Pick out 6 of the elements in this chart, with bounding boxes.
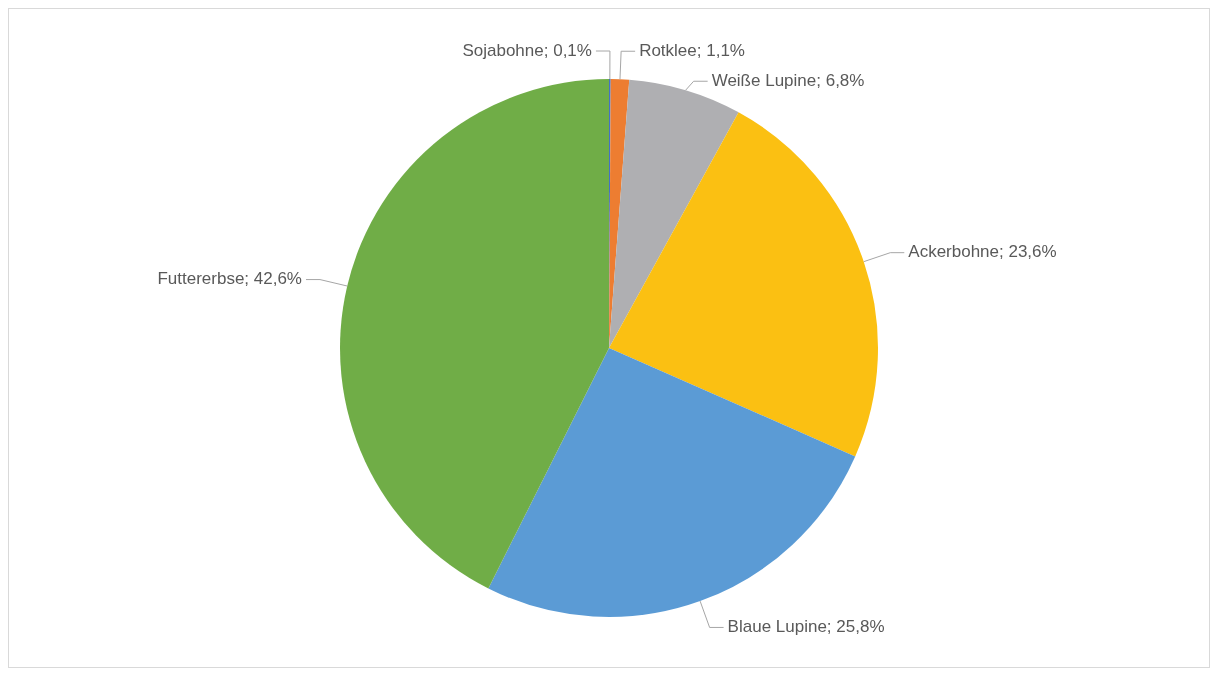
slice-label: Weiße Lupine; 6,8%: [711, 70, 865, 90]
slice-label: Blaue Lupine; 25,8%: [727, 617, 885, 637]
slice-label: Sojabohne; 0,1%: [462, 40, 592, 60]
slice-label: Rotklee; 1,1%: [639, 40, 745, 60]
slice-label: Ackerbohne; 23,6%: [908, 242, 1057, 262]
slice-label: Futtererbse; 42,6%: [157, 269, 302, 289]
